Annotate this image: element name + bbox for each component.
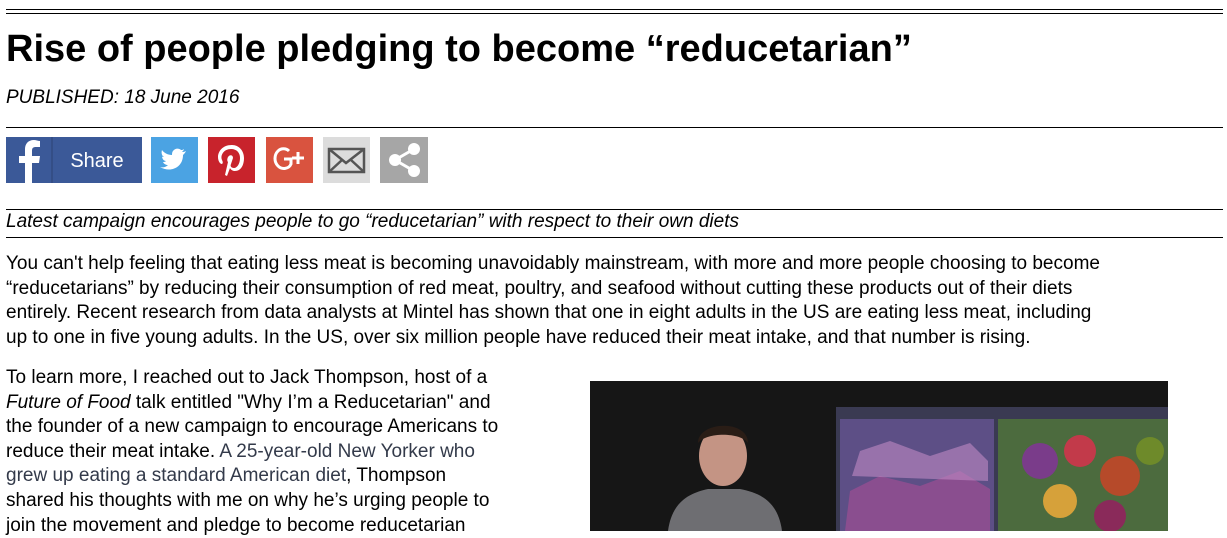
share-label: Share (70, 150, 123, 172)
text-line: entirely. Recent research from data anal… (6, 301, 1100, 326)
paragraph: You can't help feeling that eating less … (6, 252, 1100, 350)
text-line: up to one in five young adults. In the U… (6, 326, 1100, 351)
text-line: shared his thoughts with me on why he’s … (6, 489, 498, 514)
googleplus-share[interactable] (266, 137, 313, 183)
rule (6, 237, 1223, 238)
email-share[interactable] (323, 137, 370, 183)
text-run: shared his thoughts with me on why he’s … (6, 489, 490, 511)
more-share[interactable] (380, 137, 428, 183)
text-line: You can't help feeling that eating less … (6, 252, 1100, 277)
text-run: “reducetarians” by reducing their consum… (6, 277, 1073, 299)
standfirst: Latest campaign encourages people to go … (6, 211, 739, 232)
text-line: Future of Food talk entitled "Why I’m a … (6, 391, 498, 416)
text-run: entirely. Recent research from data anal… (6, 302, 1092, 324)
share-bar: Share (6, 137, 428, 183)
rule (6, 209, 1223, 210)
top-rule (6, 9, 1223, 10)
paragraph: To learn more, I reached out to Jack Tho… (6, 366, 498, 538)
text-run: You can't help feeling that eating less … (6, 253, 1100, 274)
headline: Rise of people pledging to become “reduc… (6, 28, 912, 70)
text-line: grew up eating a standard American diet,… (6, 464, 498, 489)
text-line: join the movement and pledge to become r… (6, 514, 498, 538)
published-date: PUBLISHED: 18 June 2016 (6, 87, 240, 108)
pinterest-share[interactable] (208, 137, 255, 183)
text-run: up to one in five young adults. In the U… (6, 326, 1031, 348)
text-run: , Thompson (346, 465, 447, 487)
inline-link[interactable]: A 25-year-old New Yorker who (219, 440, 475, 462)
rule (6, 127, 1223, 128)
article-photo (590, 381, 1168, 531)
text-line: the founder of a new campaign to encoura… (6, 415, 498, 440)
inline-link[interactable]: grew up eating a standard American diet (6, 465, 347, 487)
twitter-share[interactable] (151, 137, 198, 183)
text-line: reduce their meat intake. A 25-year-old … (6, 440, 498, 465)
text-run: Future of Food (6, 391, 131, 413)
top-rule (6, 13, 1223, 14)
text-run: the founder of a new campaign to encoura… (6, 416, 499, 438)
text-run: To learn more, I reached out to Jack Tho… (6, 367, 488, 388)
text-line: “reducetarians” by reducing their consum… (6, 277, 1100, 302)
text-run: join the movement and pledge to become r… (6, 514, 466, 536)
text-run: reduce their meat intake. (6, 440, 220, 462)
facebook-share[interactable]: Share (6, 137, 142, 183)
text-run: talk entitled "Why I’m a Reducetarian" a… (130, 391, 491, 413)
text-line: To learn more, I reached out to Jack Tho… (6, 366, 498, 391)
